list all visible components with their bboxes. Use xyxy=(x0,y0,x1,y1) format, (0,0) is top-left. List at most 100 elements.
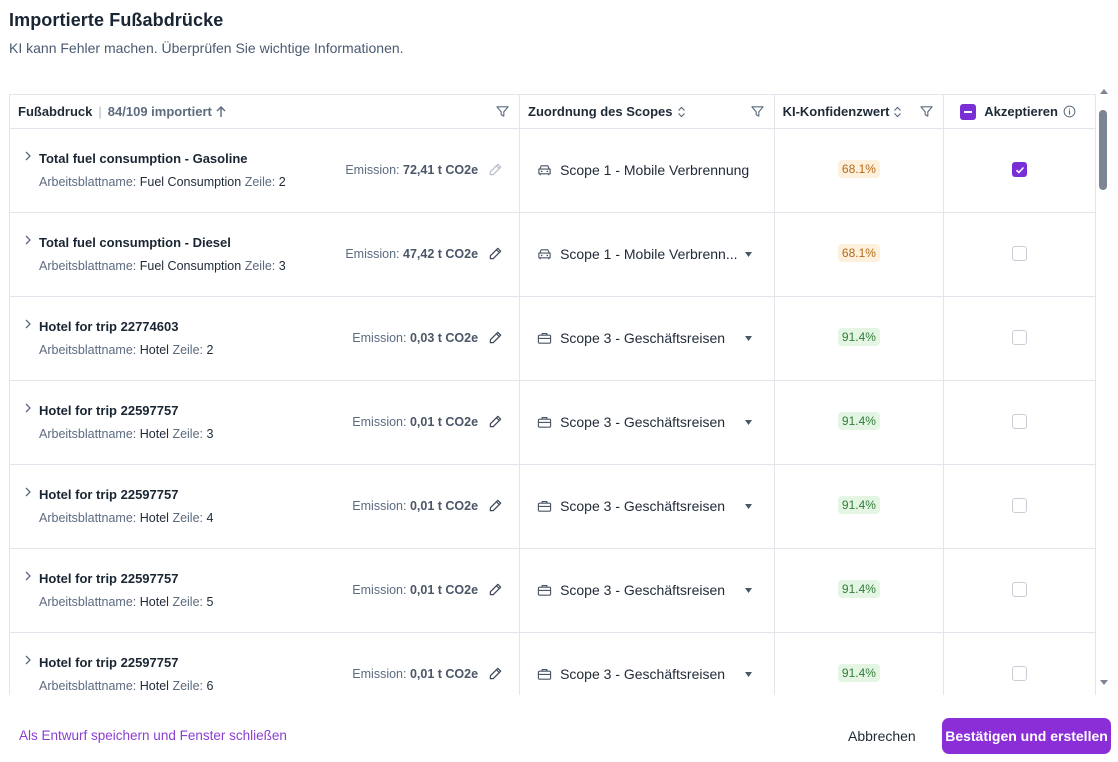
checkmark-icon xyxy=(1016,166,1025,174)
edit-pencil-icon[interactable] xyxy=(488,414,503,429)
expand-chevron-icon[interactable] xyxy=(23,571,33,581)
accept-checkbox[interactable] xyxy=(1012,246,1028,261)
footprint-name: Hotel for trip 22597757 xyxy=(39,487,179,502)
edit-pencil-icon[interactable] xyxy=(488,162,503,177)
save-draft-link[interactable]: Als Entwurf speichern und Fenster schlie… xyxy=(19,728,287,743)
expand-chevron-icon[interactable] xyxy=(23,403,33,413)
row-label: Zeile: xyxy=(172,679,204,693)
scroll-down-icon[interactable] xyxy=(1100,680,1108,686)
scrollbar-thumb[interactable] xyxy=(1099,110,1107,190)
expand-chevron-icon[interactable] xyxy=(23,487,33,497)
accept-checkbox[interactable] xyxy=(1012,414,1028,429)
accept-checkbox[interactable] xyxy=(1012,666,1028,681)
scope-select[interactable]: Scope 3 - Geschäftsreisen xyxy=(520,381,775,464)
footprint-name: Hotel for trip 22774603 xyxy=(39,319,179,334)
suitcase-icon xyxy=(537,500,552,512)
expand-chevron-icon[interactable] xyxy=(23,235,33,245)
header-confidence[interactable]: KI-Konfidenzwert xyxy=(775,95,945,128)
confidence-cell: 91.4% xyxy=(775,633,945,695)
scroll-up-icon[interactable] xyxy=(1100,88,1108,94)
accept-cell xyxy=(944,633,1095,695)
dialog-header: Importierte Fußabdrücke KI kann Fehler m… xyxy=(9,10,404,56)
worksheet-label: Arbeitsblattname: xyxy=(39,175,137,189)
accept-checkbox[interactable] xyxy=(1012,162,1028,177)
row-label: Zeile: xyxy=(172,427,204,441)
sort-icon[interactable] xyxy=(893,106,902,118)
cancel-button[interactable]: Abbrechen xyxy=(836,718,928,754)
accept-checkbox[interactable] xyxy=(1012,330,1028,345)
caret-down-icon[interactable] xyxy=(744,420,752,425)
scope-value: Scope 1 - Mobile Verbrennung xyxy=(560,162,750,178)
confidence-cell: 68.1% xyxy=(775,129,945,212)
caret-down-icon[interactable] xyxy=(744,252,752,257)
caret-down-icon[interactable] xyxy=(744,588,752,593)
sort-icon[interactable] xyxy=(677,106,686,118)
table-scrollbar[interactable] xyxy=(1097,88,1111,692)
emission-label: Emission: xyxy=(352,331,407,345)
filter-icon[interactable] xyxy=(750,105,764,118)
worksheet-value: Hotel xyxy=(139,343,169,357)
info-icon[interactable] xyxy=(1063,105,1076,118)
expand-chevron-icon[interactable] xyxy=(23,655,33,665)
table-row: Hotel for trip 22774603 Arbeitsblattname:… xyxy=(10,297,1095,381)
table-header: Fußabdruck | 84/109 importiert Zuordnung… xyxy=(10,95,1095,129)
scope-select[interactable]: Scope 1 - Mobile Verbrenn... xyxy=(520,213,775,296)
emission-label: Emission: xyxy=(352,415,407,429)
dialog-title: Importierte Fußabdrücke xyxy=(9,10,224,30)
confidence-badge: 68.1% xyxy=(837,244,880,262)
header-footprint[interactable]: Fußabdruck | 84/109 importiert xyxy=(10,95,521,128)
scope-value: Scope 1 - Mobile Verbrenn... xyxy=(560,246,738,262)
select-all-checkbox[interactable] xyxy=(960,103,977,120)
footprint-cell: Hotel for trip 22597757 Arbeitsblattname:… xyxy=(10,465,521,548)
table-row: Hotel for trip 22597757 Arbeitsblattname:… xyxy=(10,633,1095,695)
scope-select[interactable]: Scope 3 - Geschäftsreisen xyxy=(520,465,775,548)
emission-label: Emission: xyxy=(345,247,400,261)
header-separator: | xyxy=(98,104,102,119)
row-value: 2 xyxy=(206,343,214,357)
confirm-create-button[interactable]: Bestätigen und erstellen xyxy=(942,718,1111,754)
filter-icon[interactable] xyxy=(496,105,509,118)
car-icon xyxy=(538,165,551,176)
footprint-meta: Arbeitsblattname: Fuel Consumption Zeile… xyxy=(39,175,286,189)
header-scope[interactable]: Zuordnung des Scopes xyxy=(520,95,775,128)
scope-select[interactable]: Scope 3 - Geschäftsreisen xyxy=(520,297,775,380)
table-body: Total fuel consumption - Gasoline Arbeits… xyxy=(10,129,1095,695)
emission: Emission: 0,01 t CO2e xyxy=(352,667,478,681)
footprint-cell: Hotel for trip 22597757 Arbeitsblattname:… xyxy=(10,633,521,695)
edit-pencil-icon[interactable] xyxy=(488,582,503,597)
accept-checkbox[interactable] xyxy=(1012,582,1028,597)
suitcase-icon xyxy=(537,584,552,596)
caret-down-icon[interactable] xyxy=(744,504,752,509)
footprint-meta: Arbeitsblattname: Hotel Zeile: 5 xyxy=(39,595,213,609)
suitcase-icon xyxy=(537,668,552,680)
worksheet-value: Hotel xyxy=(139,427,169,441)
edit-pencil-icon[interactable] xyxy=(488,666,503,681)
worksheet-label: Arbeitsblattname: xyxy=(39,427,137,441)
footprint-name: Hotel for trip 22597757 xyxy=(39,403,179,418)
edit-pencil-icon[interactable] xyxy=(488,246,503,261)
header-accept: Akzeptieren xyxy=(944,95,1095,128)
expand-chevron-icon[interactable] xyxy=(23,319,33,329)
header-scope-label: Zuordnung des Scopes xyxy=(528,104,673,119)
emission: Emission: 0,01 t CO2e xyxy=(352,499,478,513)
row-label: Zeile: xyxy=(244,259,276,273)
worksheet-label: Arbeitsblattname: xyxy=(39,511,137,525)
scope-select[interactable]: Scope 3 - Geschäftsreisen xyxy=(520,633,775,695)
sort-ascending-icon[interactable] xyxy=(216,105,226,118)
emission-label: Emission: xyxy=(352,499,407,513)
scope-select[interactable]: Scope 1 - Mobile Verbrennung xyxy=(520,129,775,212)
edit-pencil-icon[interactable] xyxy=(488,498,503,513)
expand-chevron-icon[interactable] xyxy=(23,151,33,161)
footprint-name: Hotel for trip 22597757 xyxy=(39,571,179,586)
caret-down-icon[interactable] xyxy=(744,672,752,677)
worksheet-label: Arbeitsblattname: xyxy=(39,679,137,693)
edit-pencil-icon[interactable] xyxy=(488,330,503,345)
footprint-name: Hotel for trip 22597757 xyxy=(39,655,179,670)
caret-down-icon[interactable] xyxy=(744,336,752,341)
scope-select[interactable]: Scope 3 - Geschäftsreisen xyxy=(520,549,775,632)
table-row: Total fuel consumption - Diesel Arbeitsbl… xyxy=(10,213,1095,297)
accept-checkbox[interactable] xyxy=(1012,498,1028,513)
footprint-cell: Hotel for trip 22597757 Arbeitsblattname:… xyxy=(10,381,521,464)
filter-icon[interactable] xyxy=(920,105,933,118)
confidence-cell: 91.4% xyxy=(775,381,945,464)
